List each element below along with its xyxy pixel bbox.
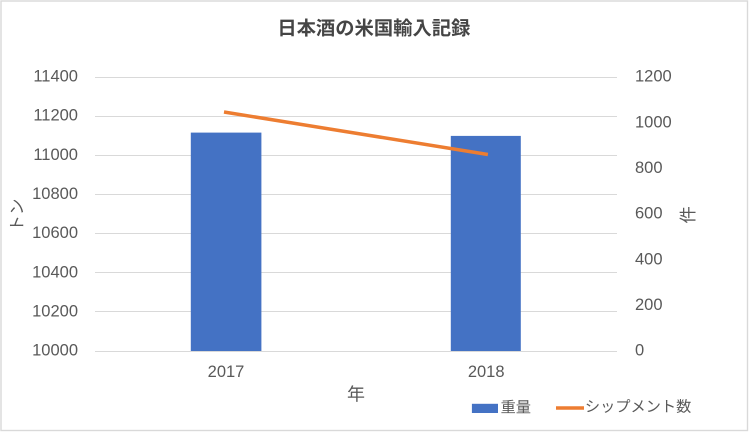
svg-text:11200: 11200: [33, 107, 78, 125]
svg-text:200: 200: [635, 296, 663, 314]
svg-text:800: 800: [635, 159, 663, 177]
svg-text:10000: 10000: [32, 342, 78, 360]
svg-text:0: 0: [635, 342, 644, 360]
svg-text:1200: 1200: [635, 68, 672, 86]
svg-text:400: 400: [635, 250, 663, 268]
svg-text:1000: 1000: [635, 113, 672, 131]
svg-text:600: 600: [635, 205, 663, 223]
svg-text:2018: 2018: [468, 363, 505, 381]
svg-text:10600: 10600: [32, 224, 78, 242]
svg-text:11000: 11000: [33, 146, 78, 164]
svg-text:10800: 10800: [32, 185, 78, 203]
svg-text:10400: 10400: [32, 263, 78, 281]
svg-text:11400: 11400: [33, 68, 78, 86]
svg-text:2017: 2017: [208, 363, 245, 381]
svg-text:10200: 10200: [32, 302, 78, 320]
